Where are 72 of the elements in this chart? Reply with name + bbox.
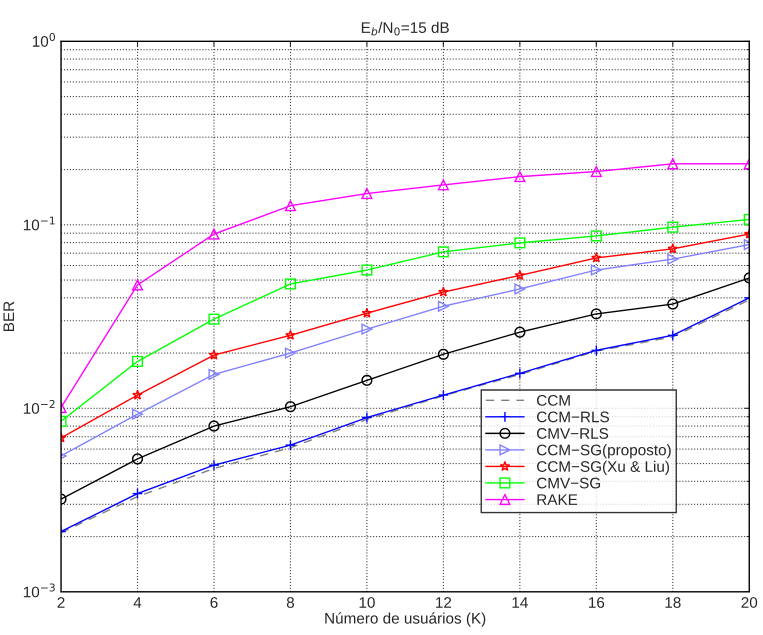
x-tick-label: 18 bbox=[665, 597, 681, 608]
legend-label: CCM−RLS bbox=[537, 412, 609, 422]
point bbox=[667, 243, 678, 254]
y-tick-label: 10$^{−3}$ bbox=[24, 583, 55, 598]
point bbox=[132, 390, 143, 400]
legend-label: CMV−RLS bbox=[537, 428, 608, 439]
x-tick-label: 20 bbox=[742, 597, 758, 608]
point bbox=[361, 412, 372, 424]
point bbox=[361, 188, 372, 200]
legend-label: CCM bbox=[537, 394, 570, 406]
point bbox=[590, 308, 602, 320]
point bbox=[208, 314, 220, 325]
point bbox=[590, 344, 602, 356]
x-tick-label: 4 bbox=[134, 597, 142, 608]
point bbox=[514, 283, 526, 295]
point bbox=[132, 488, 144, 500]
point bbox=[208, 420, 220, 432]
point bbox=[284, 348, 296, 359]
x-axis-title: Número de usuários (K) bbox=[325, 612, 486, 627]
point bbox=[361, 264, 372, 276]
point bbox=[284, 278, 296, 290]
point bbox=[590, 166, 602, 178]
point bbox=[590, 230, 602, 242]
point bbox=[667, 330, 678, 341]
legend-label: CMV−SG bbox=[537, 478, 600, 488]
point bbox=[590, 264, 602, 276]
x-tick-label: 6 bbox=[210, 597, 218, 608]
point bbox=[438, 179, 449, 190]
legend-label: CCM−SG(Xu & Liu) bbox=[537, 460, 670, 475]
point bbox=[362, 308, 372, 318]
point bbox=[208, 460, 220, 471]
y-tick-label: 10$^{−2}$ bbox=[24, 400, 55, 414]
x-tick-label: 12 bbox=[436, 597, 452, 608]
point bbox=[438, 390, 449, 401]
point bbox=[667, 158, 678, 170]
point bbox=[361, 374, 372, 386]
chart-title: E$_{b}$/N$_{0}$=15 dB bbox=[362, 22, 449, 36]
point bbox=[438, 246, 449, 258]
point bbox=[132, 356, 144, 368]
point bbox=[514, 171, 526, 182]
x-tick-label: 2 bbox=[58, 597, 65, 608]
point bbox=[132, 408, 144, 420]
point bbox=[284, 200, 296, 212]
point bbox=[514, 237, 526, 248]
point bbox=[667, 298, 678, 310]
point bbox=[284, 440, 296, 451]
point bbox=[438, 286, 449, 297]
y-tick-label: 10$^{−1}$ bbox=[24, 216, 55, 230]
point bbox=[285, 330, 296, 340]
point bbox=[514, 326, 526, 338]
point bbox=[514, 270, 526, 280]
point bbox=[514, 368, 526, 379]
point bbox=[208, 350, 220, 360]
point bbox=[284, 401, 296, 412]
x-tick-label: 8 bbox=[286, 597, 294, 608]
x-tick-label: 10 bbox=[360, 597, 375, 608]
legend-label: RAKE bbox=[538, 494, 578, 505]
x-tick-label: 16 bbox=[588, 597, 604, 608]
x-tick-label: 14 bbox=[512, 597, 528, 608]
point bbox=[591, 252, 602, 263]
y-axis-title: BER bbox=[3, 302, 14, 331]
legend-label: CCM−SG(proposto) bbox=[537, 444, 671, 458]
point bbox=[438, 300, 449, 312]
point bbox=[208, 368, 220, 380]
point bbox=[208, 228, 220, 240]
point bbox=[132, 279, 144, 291]
point bbox=[667, 254, 678, 265]
point bbox=[667, 222, 678, 233]
y-tick-label: 10$^{0}$ bbox=[32, 32, 55, 47]
point bbox=[438, 348, 449, 360]
point bbox=[361, 324, 372, 335]
point bbox=[132, 453, 144, 464]
